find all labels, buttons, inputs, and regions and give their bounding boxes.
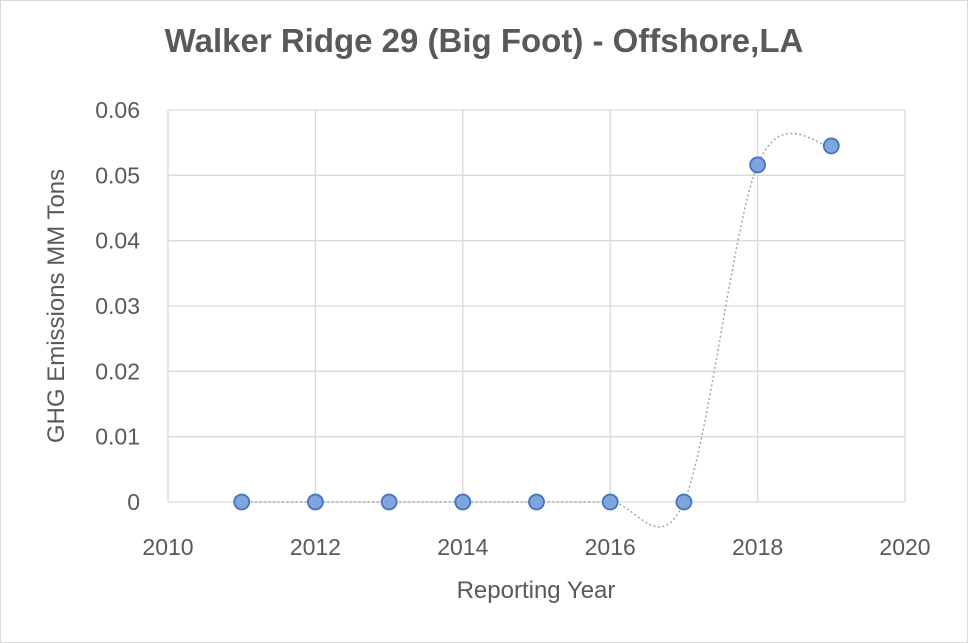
y-tick-label: 0.01 (95, 424, 140, 450)
tick-layer: 0 0.01 0.02 0.03 0.04 0.05 0.06 2010 2012 2014 201… (95, 97, 930, 560)
x-tick-label: 2016 (585, 534, 636, 560)
data-point (528, 493, 545, 511)
x-tick-label: 2012 (290, 534, 341, 560)
data-point (306, 493, 324, 511)
x-tick-label: 2020 (879, 534, 930, 560)
x-axis-title: Reporting Year (457, 577, 616, 604)
series-line (241, 132, 832, 528)
x-tick-label: 2010 (142, 534, 193, 560)
chart-title: Walker Ridge 29 (Big Foot) - Offshore,LA (164, 22, 804, 59)
data-point (675, 493, 693, 511)
y-tick-label: 0.04 (95, 228, 140, 254)
data-point (233, 493, 251, 511)
x-tick-label: 2018 (732, 534, 783, 560)
data-point (822, 137, 840, 155)
y-tick-label: 0.03 (95, 293, 140, 319)
data-point (380, 493, 398, 511)
y-tick-label: 0 (127, 489, 140, 515)
point-layer (233, 137, 840, 511)
grid-layer (167, 109, 906, 503)
y-tick-label: 0.06 (95, 97, 140, 123)
data-point (749, 156, 766, 174)
y-axis-title: GHG Emissions MM Tons (43, 169, 70, 443)
data-point (454, 493, 472, 511)
y-tick-label: 0.02 (95, 358, 140, 384)
x-tick-label: 2014 (437, 534, 488, 560)
data-point (601, 493, 619, 511)
y-tick-label: 0.05 (95, 162, 140, 188)
